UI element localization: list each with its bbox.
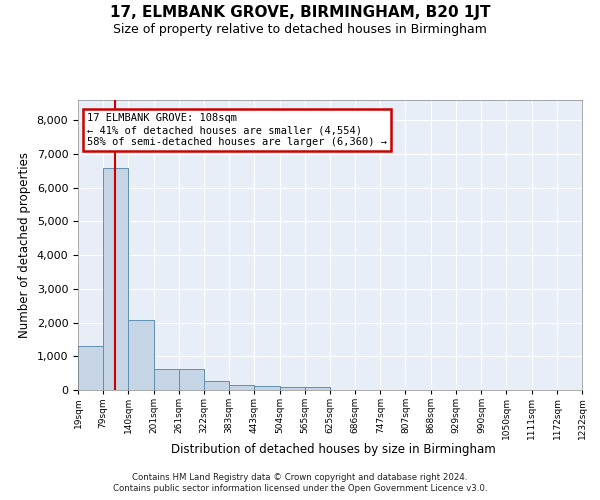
Text: Contains HM Land Registry data © Crown copyright and database right 2024.: Contains HM Land Registry data © Crown c… — [132, 472, 468, 482]
Bar — [280, 386, 305, 390]
Text: Size of property relative to detached houses in Birmingham: Size of property relative to detached ho… — [113, 22, 487, 36]
Bar — [254, 386, 280, 390]
Bar — [204, 382, 229, 390]
Bar — [103, 168, 128, 390]
Y-axis label: Number of detached properties: Number of detached properties — [18, 152, 31, 338]
Text: Distribution of detached houses by size in Birmingham: Distribution of detached houses by size … — [170, 442, 496, 456]
Text: 17, ELMBANK GROVE, BIRMINGHAM, B20 1JT: 17, ELMBANK GROVE, BIRMINGHAM, B20 1JT — [110, 5, 490, 20]
Bar — [305, 388, 330, 390]
Bar — [128, 320, 154, 390]
Text: 17 ELMBANK GROVE: 108sqm
← 41% of detached houses are smaller (4,554)
58% of sem: 17 ELMBANK GROVE: 108sqm ← 41% of detach… — [87, 114, 387, 146]
Bar — [154, 369, 179, 390]
Bar — [229, 386, 254, 390]
Bar — [179, 369, 204, 390]
Bar — [78, 346, 103, 390]
Text: Contains public sector information licensed under the Open Government Licence v3: Contains public sector information licen… — [113, 484, 487, 493]
